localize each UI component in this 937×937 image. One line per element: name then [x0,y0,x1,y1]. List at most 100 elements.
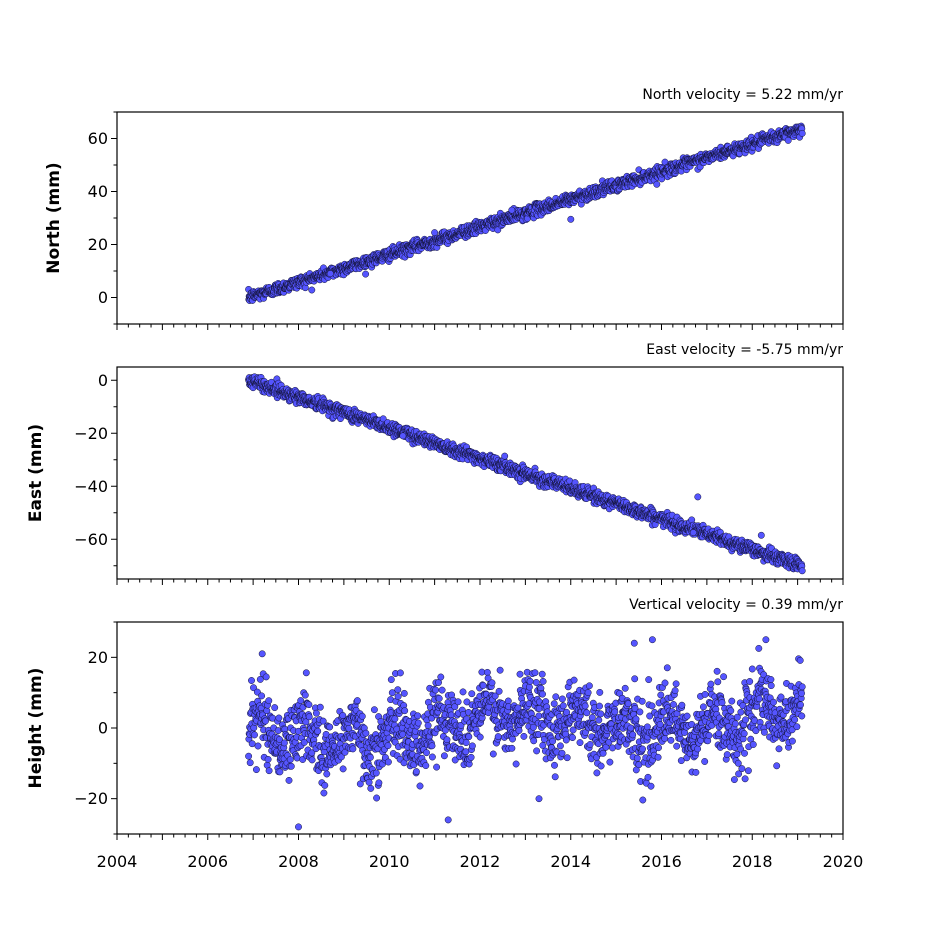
height-data-point [639,796,647,804]
height-panel: Vertical velocity = 0.39 mm/yr Height (m… [26,597,863,871]
height-data-point [358,712,366,720]
height-data-point [365,778,373,786]
height-data-point [694,745,702,753]
height-data-point [629,731,637,739]
east-data-point [798,567,806,575]
north-ytick-label: 40 [88,182,108,201]
height-data-point [539,741,547,749]
height-data-point [280,739,288,747]
height-data-point [412,768,420,776]
height-data-point [264,755,272,763]
height-data-point [459,688,467,696]
height-data-point [326,723,334,731]
height-data-point [639,745,646,753]
height-data-point [246,759,254,767]
height-data-point [440,752,448,760]
height-data-point [526,677,534,685]
height-data-point [479,682,487,689]
height-data-point [597,762,605,770]
north-ylabel: North (mm) [44,162,64,273]
height-data-point [558,749,566,757]
height-data-point [636,708,644,716]
height-data-point [596,702,603,710]
height-data-point [661,735,669,742]
height-data-point [673,742,681,750]
north-title: North velocity = 5.22 mm/yr [642,87,843,103]
height-data-point [375,779,383,787]
height-points [245,636,806,831]
height-data-point [251,731,258,739]
height-data-point [539,677,547,685]
height-data-point [584,689,592,697]
height-data-point [661,679,669,687]
height-data-point [552,693,560,701]
height-data-point [683,712,691,720]
height-data-point [556,742,564,750]
height-data-point [476,733,484,741]
height-data-point [320,789,328,797]
height-data-point [569,726,577,734]
height-data-point [624,700,632,708]
height-data-point [644,773,652,781]
east-panel: East velocity = -5.75 mm/yr East (mm) 0−… [26,342,844,585]
height-data-point [305,701,313,709]
north-data-point [653,180,661,188]
height-data-point [394,686,402,694]
height-data-point [489,750,497,758]
height-data-point [308,756,316,764]
height-data-point [597,710,605,718]
height-data-point [366,753,374,761]
height-data-point [549,737,557,745]
height-data-point [648,702,656,710]
height-data-point [671,687,679,695]
height-data-point [488,679,496,687]
height-data-point [321,781,329,789]
height-data-point [707,680,715,688]
height-data-point [400,689,408,697]
north-panel: North velocity = 5.22 mm/yr North (mm) 0… [44,87,844,330]
height-data-point [314,727,322,735]
height-data-point [465,733,473,741]
height-data-point [538,670,546,678]
height-data-point [654,753,662,761]
east-ytick-label: 0 [98,371,108,390]
north-data-point [784,136,792,144]
height-data-point [414,712,422,720]
height-data-point [454,698,462,706]
height-data-point [551,773,559,781]
height-data-point [535,712,543,720]
height-data-point [504,697,512,705]
height-data-point [551,761,558,769]
north-data-point [508,206,516,214]
east-ytick-label: −40 [74,477,108,496]
height-data-point [593,769,601,777]
height-data-point [275,714,283,722]
north-data-point [362,270,370,278]
height-data-point [384,742,392,750]
height-data-point [424,722,432,729]
height-data-point [563,754,571,762]
height-data-point [248,677,255,684]
height-data-point [438,686,446,694]
height-data-point [585,682,593,690]
height-ylabel: Height (mm) [26,668,46,789]
height-data-point [258,692,266,700]
height-data-point [262,717,269,725]
north-data-point [326,270,334,278]
height-data-point [414,719,422,727]
height-data-point [387,676,395,684]
east-ytick-label: −20 [74,424,108,443]
height-data-point [372,769,380,777]
height-data-point [583,709,591,717]
height-data-point [468,742,476,750]
height-data-point [396,669,404,677]
height-data-point [701,690,709,698]
height-data-point [621,684,629,692]
height-data-point [435,695,443,702]
height-data-point [394,693,402,700]
height-data-point [265,697,273,705]
height-data-point [655,744,662,752]
height-data-point [370,706,378,714]
north-ytick-label: 60 [88,129,108,148]
height-data-point [323,770,331,778]
